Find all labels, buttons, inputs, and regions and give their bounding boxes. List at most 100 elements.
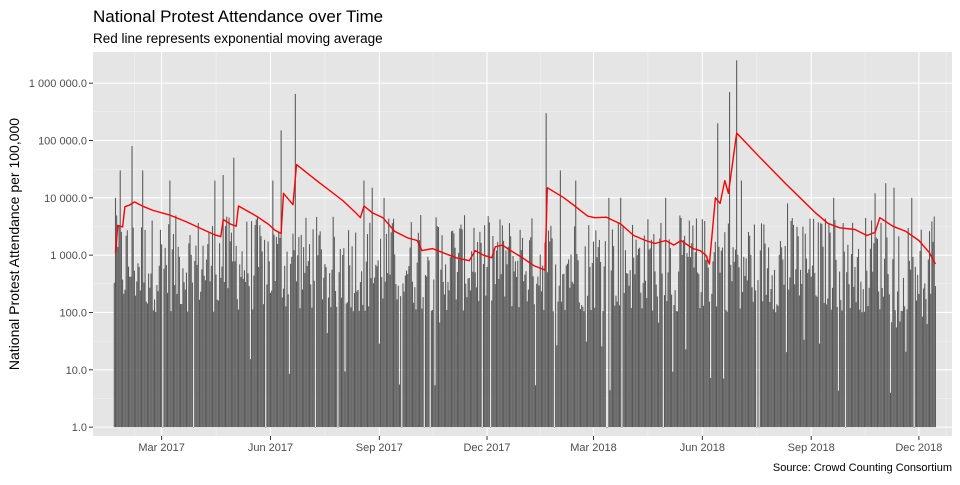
attendance-bar bbox=[594, 307, 596, 428]
attendance-bar bbox=[327, 297, 329, 428]
attendance-bar bbox=[169, 180, 171, 428]
attendance-bar bbox=[272, 180, 274, 428]
attendance-bar bbox=[174, 284, 176, 428]
attendance-bars bbox=[113, 60, 936, 428]
attendance-bar bbox=[685, 349, 687, 428]
attendance-bar bbox=[527, 289, 529, 428]
attendance-bar bbox=[919, 250, 921, 428]
attendance-bar bbox=[266, 284, 268, 428]
attendance-bar bbox=[733, 261, 735, 428]
attendance-bar bbox=[859, 309, 861, 428]
attendance-bar bbox=[766, 268, 768, 428]
attendance-bar bbox=[254, 224, 256, 428]
attendance-bar bbox=[827, 298, 829, 428]
attendance-bar bbox=[697, 272, 699, 428]
attendance-bar bbox=[791, 218, 793, 428]
attendance-bar bbox=[707, 267, 709, 428]
attendance-bar bbox=[710, 378, 712, 428]
attendance-bar bbox=[416, 262, 418, 428]
attendance-bar bbox=[831, 287, 834, 428]
attendance-bar bbox=[620, 197, 622, 428]
attendance-bar bbox=[523, 281, 525, 428]
attendance-bar bbox=[600, 261, 602, 428]
attendance-bar bbox=[565, 265, 567, 428]
attendance-bar bbox=[251, 221, 253, 428]
attendance-bar bbox=[410, 222, 412, 428]
attendance-bar bbox=[603, 266, 605, 428]
attendance-bar bbox=[821, 223, 823, 428]
attendance-bar bbox=[448, 290, 450, 428]
attendance-bar bbox=[628, 285, 630, 428]
attendance-bar bbox=[319, 231, 321, 428]
attendance-bar bbox=[477, 241, 479, 428]
attendance-bar bbox=[617, 223, 619, 428]
attendance-bar bbox=[681, 254, 683, 428]
attendance-bar bbox=[537, 276, 539, 428]
attendance-bar bbox=[351, 246, 353, 428]
attendance-bar bbox=[260, 236, 262, 428]
attendance-bar bbox=[772, 309, 774, 428]
attendance-bar bbox=[597, 246, 599, 428]
attendance-bar bbox=[727, 223, 729, 428]
attendance-bar bbox=[691, 243, 693, 428]
attendance-bar bbox=[364, 310, 366, 428]
attendance-bar bbox=[288, 373, 290, 428]
attendance-bar bbox=[790, 220, 792, 428]
attendance-bar bbox=[371, 187, 373, 428]
attendance-bar bbox=[445, 264, 447, 428]
attendance-bar bbox=[794, 284, 796, 428]
attendance-bar bbox=[906, 309, 908, 428]
attendance-bar bbox=[853, 286, 855, 428]
attendance-bar bbox=[901, 310, 903, 428]
attendance-bar bbox=[920, 229, 922, 428]
attendance-bar bbox=[854, 267, 856, 428]
attendance-bar bbox=[336, 306, 338, 428]
attendance-bar bbox=[784, 246, 786, 428]
attendance-bar bbox=[194, 260, 196, 428]
attendance-bar bbox=[717, 123, 719, 428]
attendance-bar bbox=[505, 250, 507, 428]
attendance-bar bbox=[261, 251, 263, 428]
attendance-bar bbox=[680, 217, 682, 428]
attendance-bar bbox=[559, 170, 561, 428]
attendance-bar bbox=[822, 246, 824, 428]
x-tick-label: Mar 2018 bbox=[570, 442, 616, 454]
attendance-bar bbox=[585, 341, 587, 428]
y-axis-label: National Protest Attendance per 100,000 bbox=[6, 118, 22, 370]
attendance-bar bbox=[126, 230, 128, 428]
attendance-bar bbox=[868, 287, 870, 428]
attendance-bar bbox=[246, 221, 248, 428]
attendance-bar bbox=[167, 292, 169, 428]
attendance-bar bbox=[384, 281, 386, 428]
attendance-bar bbox=[494, 284, 496, 428]
attendance-bar bbox=[415, 309, 417, 428]
attendance-bar bbox=[750, 254, 752, 428]
attendance-bar bbox=[633, 257, 635, 428]
ema-line bbox=[114, 132, 937, 271]
attendance-bar bbox=[773, 269, 776, 428]
attendance-bar bbox=[441, 235, 443, 428]
attendance-bar bbox=[667, 272, 669, 428]
attendance-bar bbox=[277, 243, 279, 428]
attendance-bar bbox=[525, 271, 527, 428]
attendance-bar bbox=[792, 224, 794, 428]
attendance-bar bbox=[744, 275, 746, 428]
attendance-bar bbox=[215, 274, 217, 428]
attendance-bar bbox=[725, 309, 727, 428]
attendance-bar bbox=[815, 295, 817, 428]
attendance-bar bbox=[239, 264, 241, 428]
attendance-bar bbox=[698, 274, 700, 428]
attendance-bar bbox=[804, 233, 806, 428]
attendance-bar bbox=[595, 230, 597, 428]
attendance-bar bbox=[191, 282, 193, 428]
attendance-bar bbox=[915, 300, 918, 428]
attendance-bar bbox=[122, 279, 124, 428]
attendance-bar bbox=[391, 223, 393, 428]
attendance-bar bbox=[291, 256, 293, 428]
attendance-bar bbox=[902, 277, 905, 428]
attendance-bar bbox=[342, 254, 344, 428]
attendance-bar bbox=[802, 226, 804, 428]
attendance-bar bbox=[310, 284, 312, 428]
attendance-bar bbox=[857, 248, 860, 428]
attendance-bar bbox=[407, 274, 409, 428]
